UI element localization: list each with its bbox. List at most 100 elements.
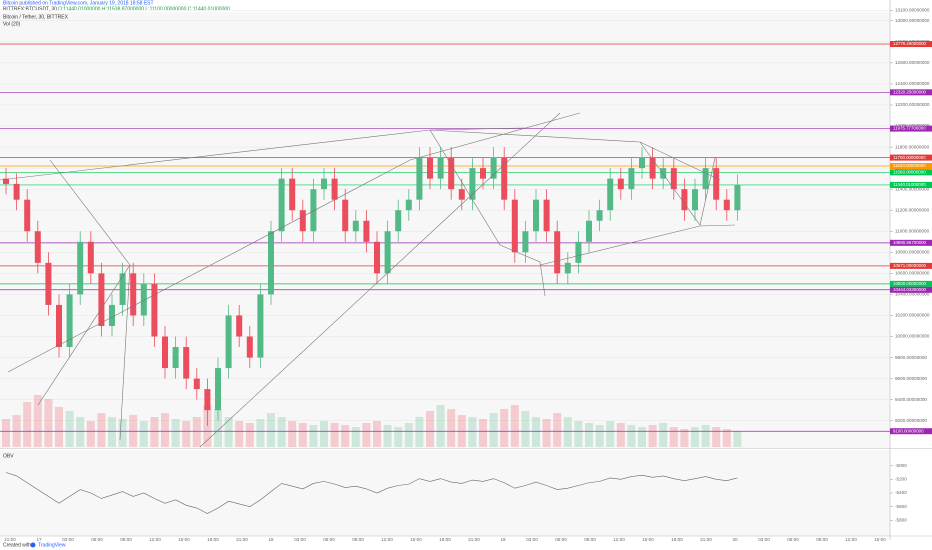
- candle-body: [236, 315, 243, 337]
- volume-label: Vol (20): [3, 21, 21, 27]
- candle-body: [734, 184, 741, 211]
- y-tick-label: 13000.00000000: [895, 18, 930, 23]
- y-tick-label: 12600.00000000: [895, 60, 930, 65]
- x-tick-label: 18:00: [671, 537, 683, 542]
- volume-bar: [235, 421, 244, 447]
- candle-body: [77, 241, 84, 295]
- x-tick-label: 21:00: [236, 537, 248, 542]
- candle-body: [24, 199, 31, 232]
- x-tick-label: 09:00: [584, 537, 596, 542]
- level-label: 9100.00000000: [893, 428, 924, 433]
- candle-body: [384, 231, 391, 274]
- candle-body: [183, 347, 190, 379]
- y-tick-label: 9800.00000000: [895, 355, 927, 360]
- candle-body: [533, 199, 539, 232]
- volume-bar: [669, 427, 678, 447]
- y-tick-label: 10000.00000000: [895, 334, 930, 339]
- trend-line: [199, 112, 561, 448]
- candle-body: [278, 178, 285, 232]
- volume-bar: [150, 417, 159, 447]
- level-tag: [890, 181, 932, 188]
- trend-line: [539, 224, 736, 266]
- chart-title: Bitcoin / Tether, 30, BITTREX: [3, 14, 69, 20]
- volume-bar: [351, 427, 360, 447]
- candle-body: [87, 241, 94, 274]
- level-label: 10500.00000000: [893, 281, 927, 286]
- volume-bar: [542, 419, 551, 447]
- level-tag: [890, 89, 932, 96]
- candle-body: [13, 183, 20, 200]
- x-tick-label: 21:00: [700, 537, 712, 542]
- volume-bar: [563, 417, 572, 447]
- volume-bar: [447, 409, 456, 447]
- level-tag: [890, 428, 932, 435]
- candle-body: [3, 178, 9, 184]
- volume-bar: [479, 419, 487, 447]
- volume-bar: [489, 413, 498, 447]
- volume-bar: [585, 423, 593, 447]
- candle-body: [246, 336, 253, 358]
- y-tick-label: 12400.00000000: [895, 81, 930, 86]
- volume-bar: [86, 421, 95, 447]
- obv-line: [5, 472, 738, 514]
- x-tick-label: 15:00: [410, 537, 422, 542]
- x-tick-label: 20: [732, 537, 738, 542]
- candle-body: [321, 178, 327, 190]
- volume-bar: [701, 425, 710, 447]
- symbol: BITTREX:BTCUSDT, 30: [3, 6, 57, 12]
- candle-body: [670, 168, 677, 190]
- volume-bar: [108, 417, 116, 447]
- level-tag: [890, 41, 932, 48]
- candle-body: [628, 168, 635, 190]
- y-tick-label: 10200.00000000: [895, 313, 930, 318]
- candle-body: [204, 389, 211, 411]
- candle-body: [458, 189, 465, 200]
- volume-bar: [404, 423, 413, 447]
- volume-bar: [203, 405, 212, 447]
- x-tick-label: 06:00: [787, 537, 799, 542]
- y-tick-label: 11400.00000000: [895, 186, 930, 191]
- trend-line: [119, 264, 131, 441]
- x-tick-label: 15:00: [874, 537, 886, 542]
- x-tick-label: 03:00: [758, 537, 770, 542]
- volume-bar: [97, 413, 106, 447]
- candle-body: [215, 368, 221, 411]
- candle-body: [617, 178, 624, 190]
- level-tag: [890, 169, 932, 176]
- x-tick-label: 03:00: [294, 537, 306, 542]
- ohlc: O:11440.01000000 H:11538.87000000 L:1110…: [58, 6, 230, 12]
- candle-body: [564, 262, 571, 274]
- candle-body: [713, 168, 720, 200]
- x-tick-label: 12:00: [845, 537, 857, 542]
- candle-body: [448, 157, 455, 190]
- volume-bar: [76, 417, 85, 447]
- volume-bar: [245, 423, 254, 447]
- y-tick-label: 9400.00000000: [895, 397, 927, 402]
- y-tick-label: 10400.00000000: [895, 292, 930, 297]
- candle-body: [140, 283, 147, 316]
- volume-bar: [224, 417, 233, 447]
- volume-bar: [595, 425, 604, 447]
- volume-bar: [182, 421, 191, 447]
- candle-body: [352, 220, 359, 232]
- volume-bar: [691, 427, 699, 447]
- volume-bar: [2, 419, 10, 447]
- obv-tick-label: -5000: [895, 463, 907, 468]
- level-label: 10671.00000000: [893, 263, 927, 268]
- candle-body: [681, 189, 688, 211]
- volume-bar: [659, 423, 668, 447]
- candle-body: [257, 294, 264, 358]
- obv-pane: [0, 450, 890, 536]
- y-tick-label: 13100.00000000: [895, 7, 930, 12]
- volume-bar: [680, 429, 689, 447]
- y-tick-label: 11200.00000000: [895, 207, 930, 212]
- candle-body: [162, 336, 168, 369]
- volume-bar: [553, 413, 562, 447]
- level-label: 11440.01000000: [893, 182, 926, 187]
- x-tick-label: 12:00: [149, 537, 161, 542]
- x-tick-label: 06:00: [323, 537, 335, 542]
- y-tick-label: 10600.00000000: [895, 271, 930, 276]
- y-tick-label: 11000.00000000: [895, 228, 930, 233]
- y-tick-label: 9600.00000000: [895, 376, 927, 381]
- y-tick-label: 11800.00000000: [895, 144, 930, 149]
